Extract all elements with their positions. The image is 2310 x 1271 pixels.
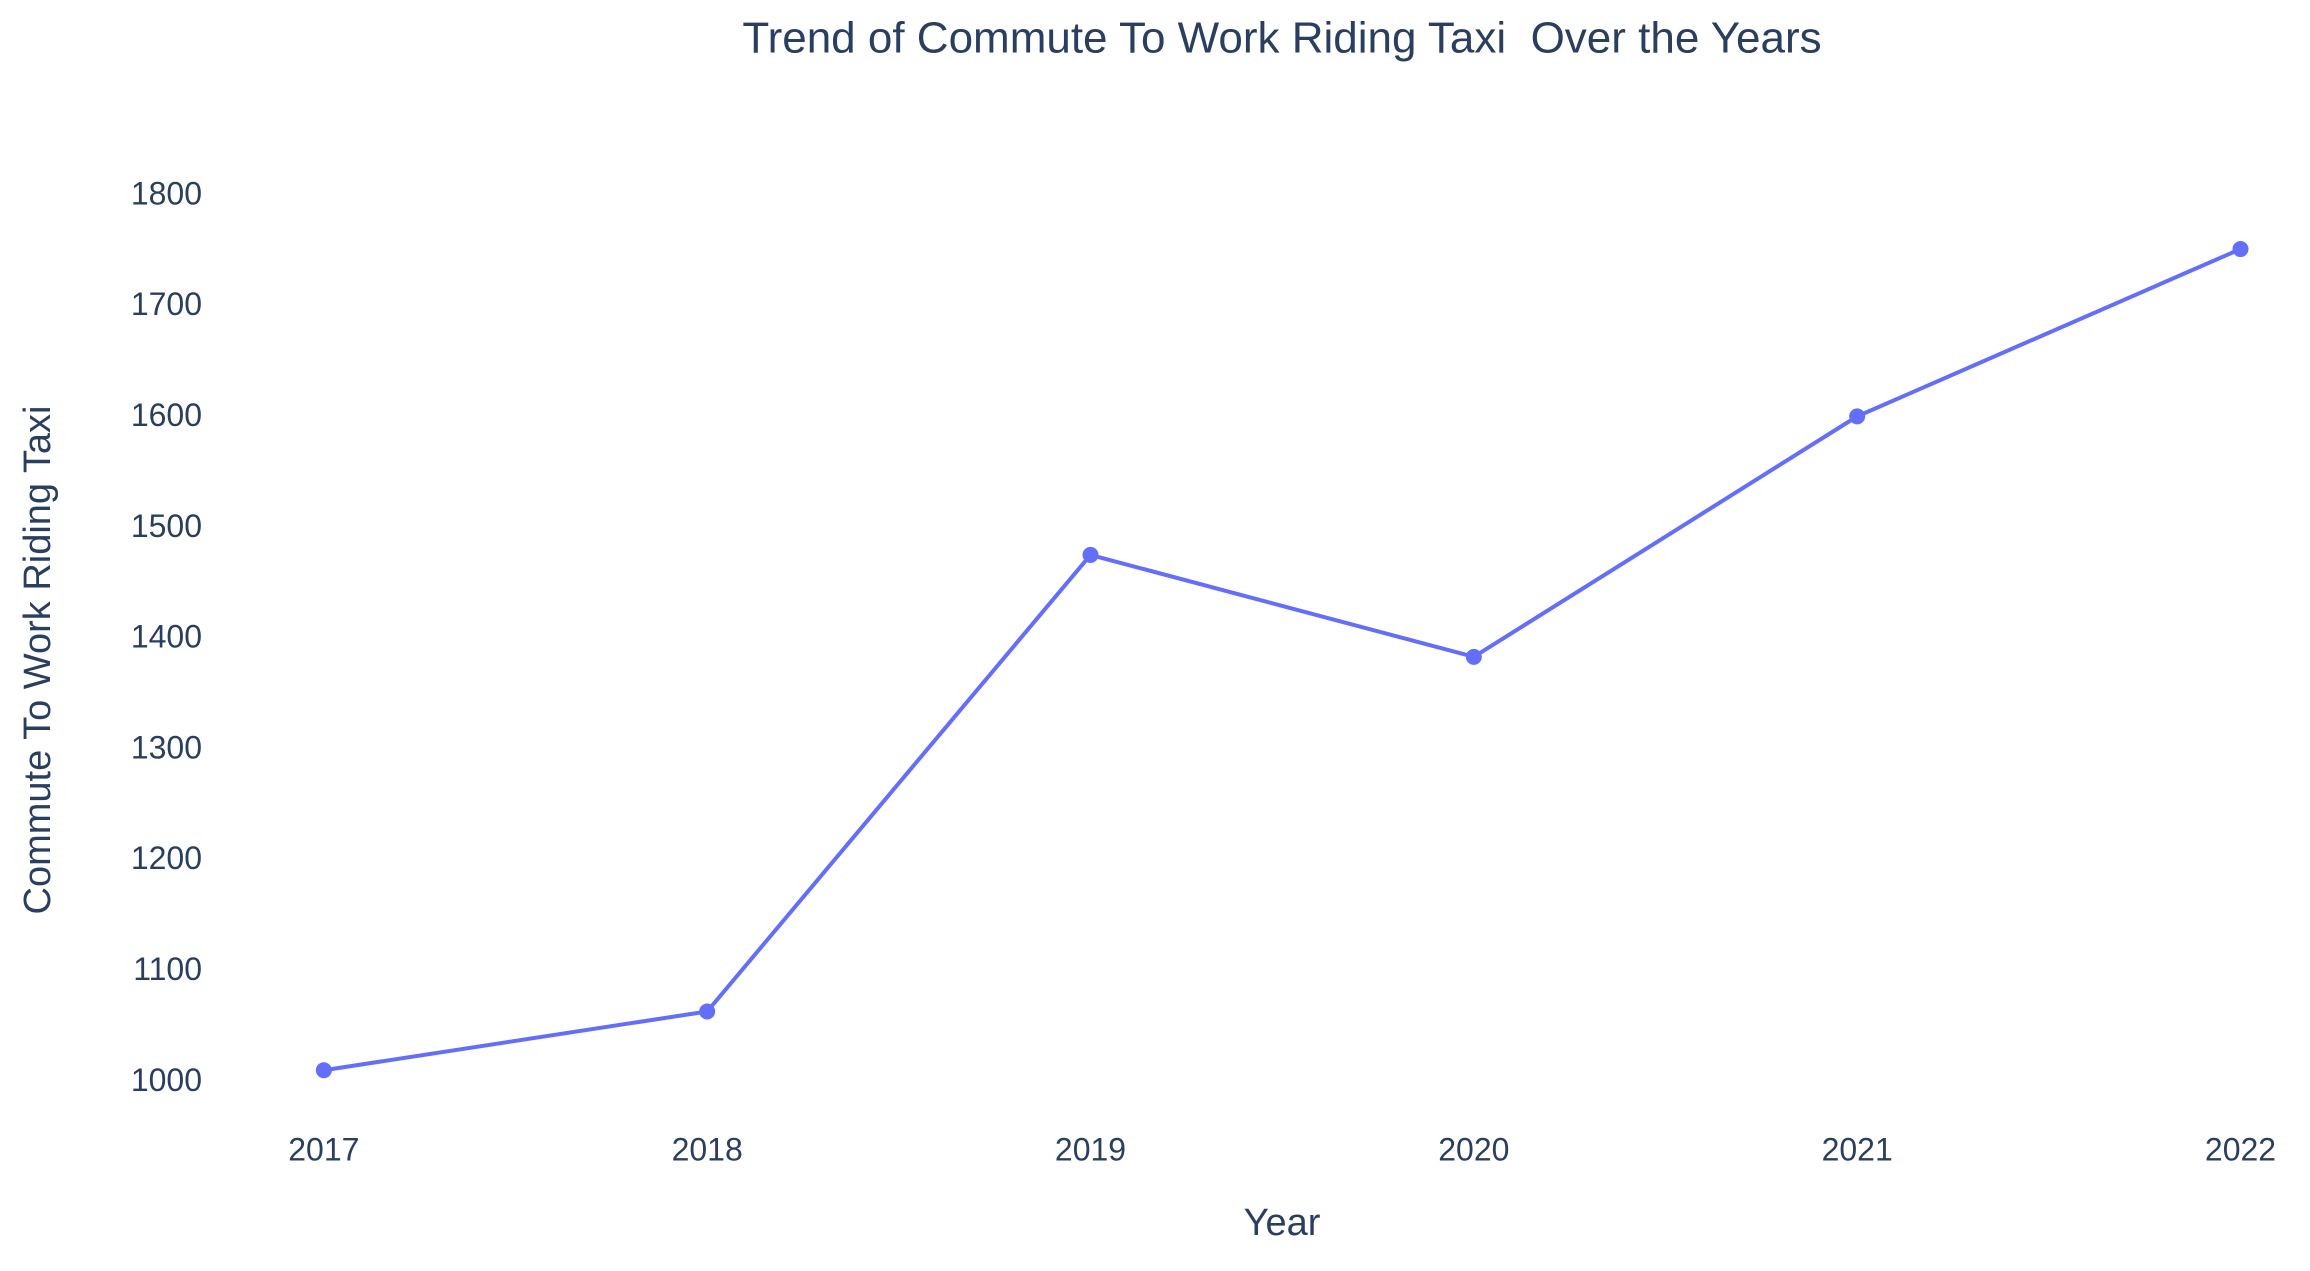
point: [1082, 546, 1099, 563]
line: [323, 247, 2242, 1073]
point: [1465, 648, 1482, 665]
y-tick-label: 1600: [131, 397, 202, 433]
x-tick-label: 2022: [2205, 1131, 2276, 1167]
y-tick-label: 1100: [133, 951, 202, 987]
point: [699, 1003, 716, 1020]
y-tick-label: 1800: [131, 175, 202, 211]
point: [315, 1062, 332, 1079]
x-tick-label: 2018: [672, 1131, 743, 1167]
y-tick-label: 1500: [131, 508, 202, 544]
y-tick-label: 1400: [131, 619, 202, 655]
y-tick-label: 1000: [131, 1062, 202, 1098]
x-tick-label: 2021: [1822, 1131, 1893, 1167]
y-tick-label: 1700: [131, 286, 202, 322]
point: [2232, 241, 2249, 258]
x-axis-title: Year: [1244, 1202, 1321, 1244]
chart-title: Trend of Commute To Work Riding Taxi Ove…: [742, 14, 1821, 63]
x-tick-label: 2019: [1055, 1131, 1126, 1167]
x-tick-label: 2017: [288, 1131, 359, 1167]
x-tick-label: 2020: [1438, 1131, 1509, 1167]
y-tick-label: 1300: [131, 729, 202, 765]
y-tick-label: 1200: [131, 840, 202, 876]
y-axis-title: Commute To Work Riding Taxi: [17, 406, 59, 915]
point: [1849, 408, 1866, 425]
